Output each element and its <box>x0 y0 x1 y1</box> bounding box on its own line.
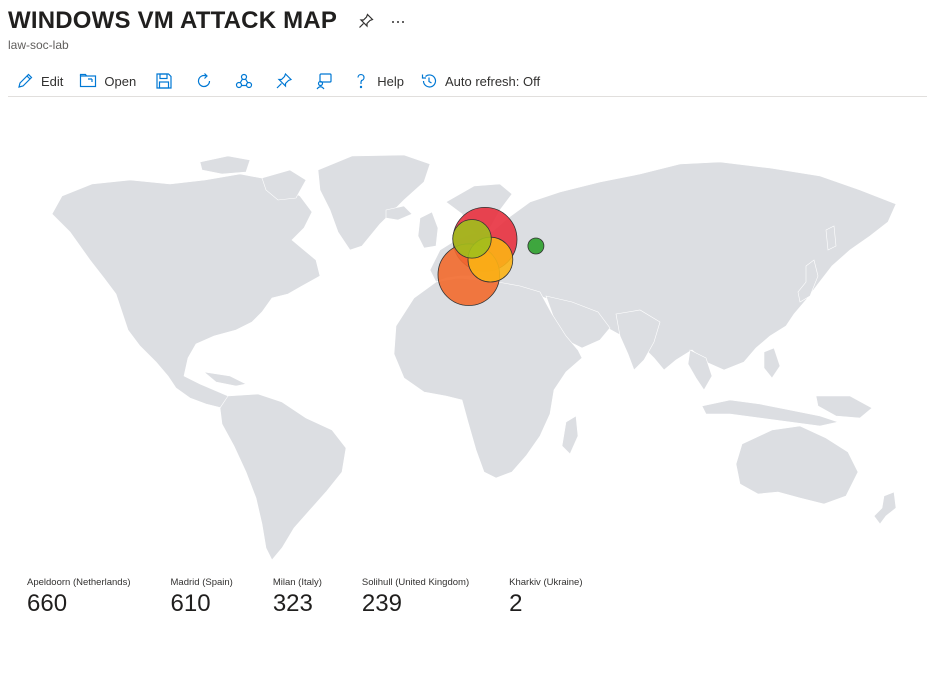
save-icon <box>156 73 172 89</box>
refresh-icon <box>198 73 211 88</box>
share-icon <box>236 73 253 89</box>
location-label: Solihull (United Kingdom) <box>361 577 470 588</box>
land-masses <box>51 154 897 561</box>
open-icon <box>80 73 97 88</box>
help-button[interactable]: Help <box>344 67 412 95</box>
caribbean <box>202 371 247 387</box>
dashboard-header: WINDOWS VM ATTACK MAP law-soc-lab <box>8 6 407 52</box>
share-button[interactable] <box>224 67 264 95</box>
japan <box>797 259 819 303</box>
sakhalin <box>825 225 837 251</box>
pencil-icon <box>18 73 33 88</box>
location-stat: Madrid (Spain) 610 <box>171 577 233 618</box>
new-guinea <box>815 395 873 419</box>
auto-refresh-button[interactable]: Auto refresh: Off <box>412 67 548 95</box>
philippines <box>763 347 781 379</box>
command-bar: Edit Open Help <box>8 66 927 97</box>
iceland <box>385 205 413 221</box>
edit-label: Edit <box>41 73 64 89</box>
location-count: 2 <box>509 590 523 617</box>
location-label: Apeldoorn (Netherlands) <box>27 577 131 588</box>
location-count: 660 <box>27 590 68 617</box>
southeast-asia <box>687 349 713 391</box>
british-isles <box>417 211 439 249</box>
world-map <box>51 154 897 561</box>
attack-map[interactable] <box>0 100 927 561</box>
attack-bubble[interactable] <box>527 237 545 255</box>
attack-bubble[interactable] <box>452 219 492 259</box>
edit-button[interactable]: Edit <box>8 67 71 95</box>
australia <box>735 425 859 505</box>
pin-to-dashboard-button[interactable] <box>264 67 304 95</box>
location-count: 323 <box>272 590 313 617</box>
madagascar <box>561 415 579 455</box>
arctic-islands <box>199 155 251 175</box>
baffin-island <box>261 169 307 201</box>
attack-bubbles <box>437 206 545 306</box>
indonesia <box>701 399 840 427</box>
location-count: 610 <box>170 590 211 617</box>
auto-refresh-label: Auto refresh: Off <box>444 73 541 89</box>
page-title: WINDOWS VM ATTACK MAP <box>8 7 338 34</box>
help-icon <box>357 74 365 89</box>
feedback-icon <box>316 73 332 90</box>
new-zealand <box>873 491 897 525</box>
location-label: Madrid (Spain) <box>170 577 233 588</box>
location-label: Milan (Italy) <box>272 577 322 588</box>
resource-subtitle: law-soc-lab <box>8 38 69 52</box>
open-label: Open <box>104 73 137 89</box>
south-america <box>219 393 347 561</box>
history-icon <box>421 74 437 88</box>
location-label: Kharkiv (Ukraine) <box>509 577 583 588</box>
pin-icon <box>276 72 293 89</box>
help-label: Help <box>377 73 404 89</box>
greenland <box>317 154 431 251</box>
pin-icon[interactable] <box>357 12 375 30</box>
location-stats: Apeldoorn (Netherlands) 660 Madrid (Spain)… <box>27 577 623 618</box>
location-stat: Kharkiv (Ukraine) 2 <box>509 577 582 618</box>
location-stat: Solihull (United Kingdom) 239 <box>362 577 469 618</box>
location-count: 239 <box>361 590 402 617</box>
india <box>615 309 661 371</box>
open-button[interactable]: Open <box>71 67 144 95</box>
refresh-button[interactable] <box>184 67 224 95</box>
more-options-icon[interactable] <box>389 12 407 30</box>
location-stat: Apeldoorn (Netherlands) 660 <box>27 577 131 618</box>
location-stat: Milan (Italy) 323 <box>273 577 322 618</box>
feedback-button[interactable] <box>304 67 344 95</box>
north-america <box>51 173 321 411</box>
save-button[interactable] <box>144 67 184 95</box>
